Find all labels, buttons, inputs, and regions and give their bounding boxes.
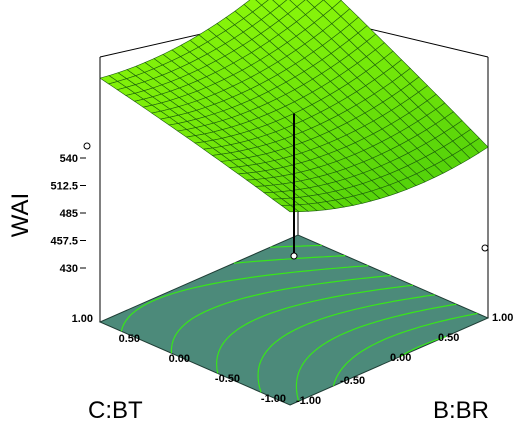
response-surface xyxy=(99,0,489,213)
x-axis-title: B:BR xyxy=(433,397,489,424)
z-tick-label: 430 xyxy=(60,263,78,275)
z-tick-label: 485 xyxy=(60,208,78,220)
x-tick-label: 0.50 xyxy=(438,332,459,344)
contour-line xyxy=(233,255,346,264)
contour-line xyxy=(332,312,478,387)
contour-floor xyxy=(98,234,490,406)
y-tick-label: 1.00 xyxy=(72,313,93,325)
x-tick-label: 0.00 xyxy=(390,352,411,364)
z-tick-label: 540 xyxy=(60,153,78,165)
contour-line xyxy=(216,284,414,374)
y-axis-title: C:BT xyxy=(88,397,143,424)
x-tick-label: 1.00 xyxy=(492,312,513,324)
right-edge-marker xyxy=(481,244,489,252)
y-tick-label: -1.00 xyxy=(261,393,286,405)
contour-line xyxy=(399,335,447,358)
z-tick-label: 457.5 xyxy=(50,236,78,248)
y-tick-label: -0.50 xyxy=(215,373,240,385)
contour-lines xyxy=(120,244,478,402)
z-tick-label: 512.5 xyxy=(50,181,78,193)
floor-plane xyxy=(98,234,490,406)
y-tick-label: 0.50 xyxy=(119,333,140,345)
contour-line xyxy=(120,265,369,332)
design-point-marker xyxy=(83,113,489,260)
x-tick-label: -0.50 xyxy=(340,375,365,387)
axis-ticks: 430 457.5 485 512.5 540 -1.00 -0.50 0.00 0.50 1.0… xyxy=(50,153,513,407)
y-tick-label: 0.00 xyxy=(169,353,190,365)
x-tick-label: -1.00 xyxy=(296,395,321,407)
contour-line xyxy=(257,294,435,393)
contour-line xyxy=(270,244,322,248)
left-edge-marker xyxy=(83,142,91,150)
contour-line xyxy=(170,274,391,354)
contour-line xyxy=(295,303,457,402)
design-point-dot xyxy=(290,252,298,260)
z-axis-title: WAI xyxy=(7,193,34,237)
